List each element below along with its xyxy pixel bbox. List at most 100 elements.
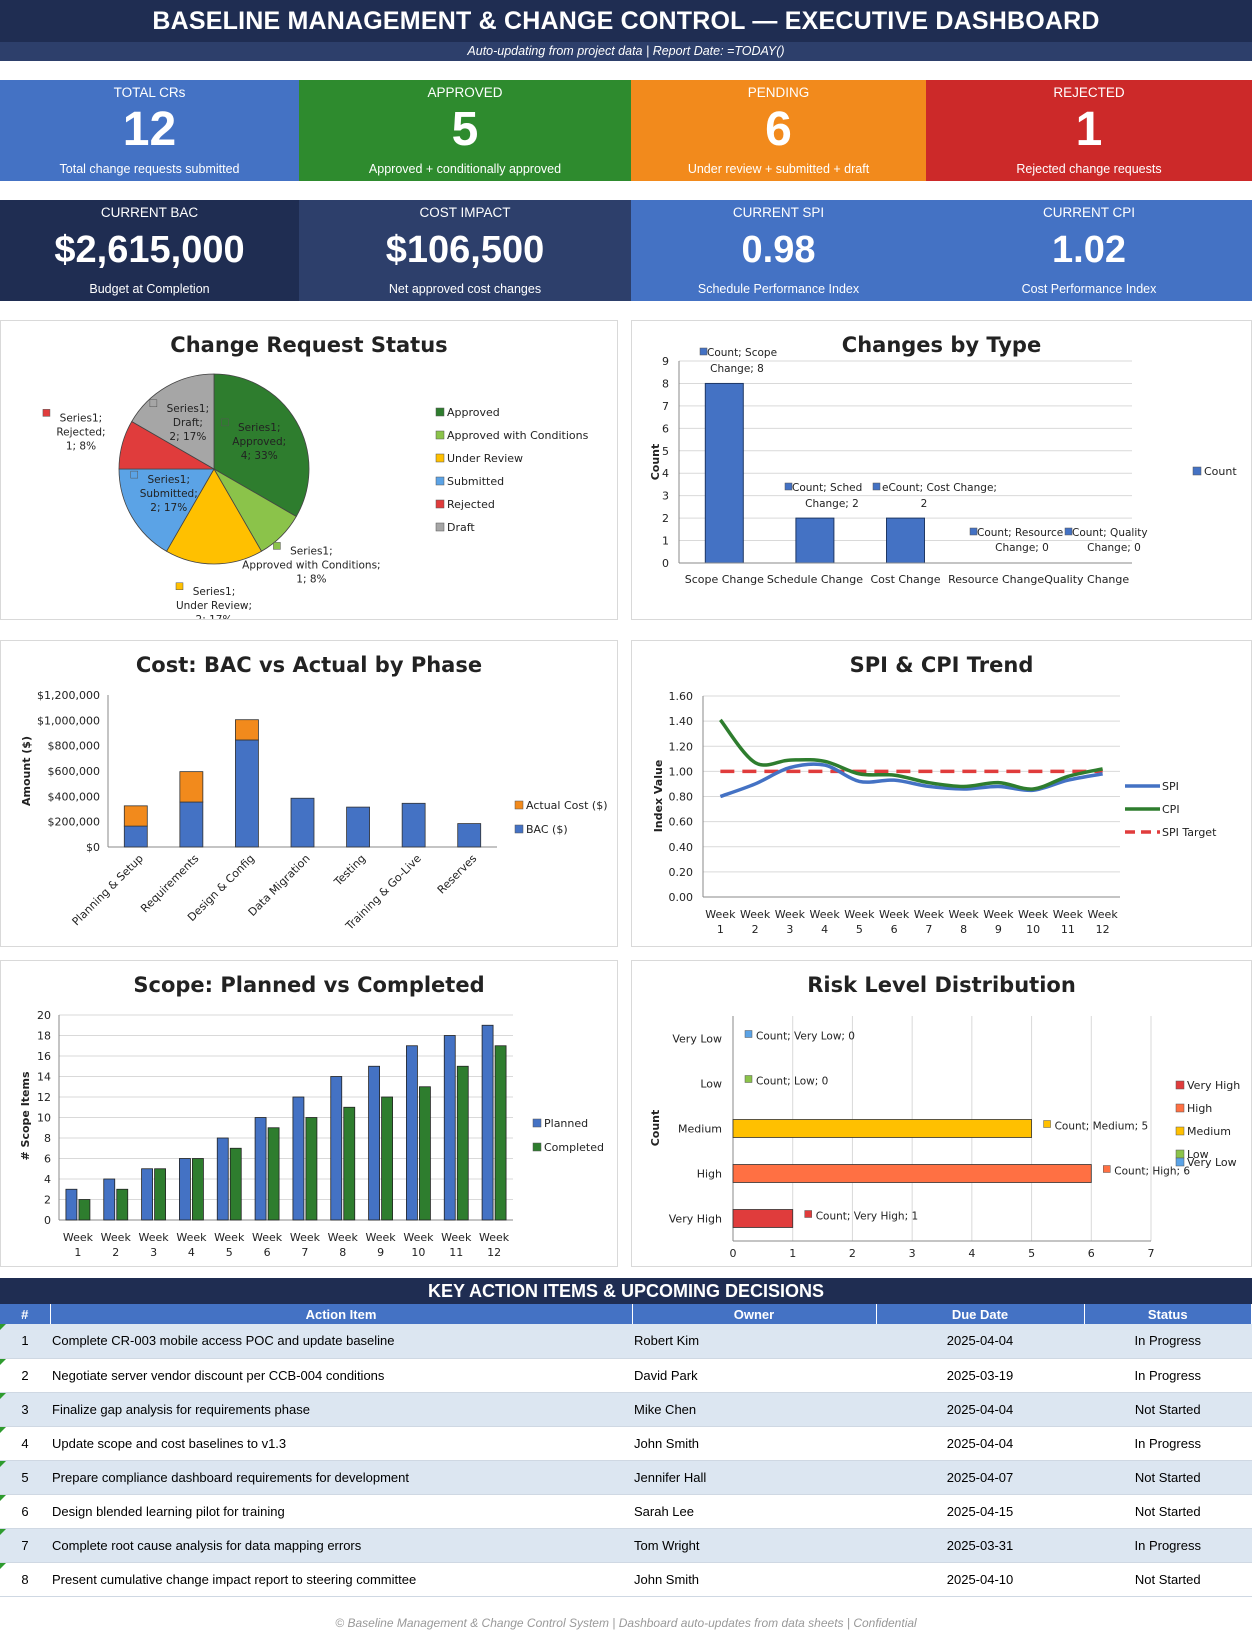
- row-number[interactable]: 7: [0, 1528, 50, 1563]
- table-row[interactable]: 2 Negotiate server vendor discount per CC…: [0, 1358, 1252, 1393]
- action-item-text[interactable]: Negotiate server vendor discount per CCB…: [50, 1358, 632, 1393]
- row-number-text: 3: [21, 1401, 29, 1417]
- row-number[interactable]: 4: [0, 1426, 50, 1461]
- y-axis-label: Amount ($): [20, 736, 33, 806]
- y-tick-label: Very Low: [672, 1033, 722, 1046]
- action-item-text[interactable]: Prepare compliance dashboard requirement…: [50, 1460, 632, 1495]
- x-tick-label: 3: [150, 1246, 157, 1259]
- x-tick-label: Cost Change: [870, 573, 940, 586]
- table-row[interactable]: 7 Complete root cause analysis for data m…: [0, 1528, 1252, 1563]
- status-text[interactable]: Not Started: [1084, 1494, 1252, 1529]
- status-text[interactable]: In Progress: [1084, 1426, 1252, 1461]
- bar-completed: [229, 1147, 242, 1221]
- bar-chart-type: 0 1 2 3 4 5 6 7 8 9 Count Scope Change Schedule Chan…: [649, 347, 1237, 586]
- status-text[interactable]: In Progress: [1084, 1528, 1252, 1563]
- x-tick-label: 5: [1028, 1247, 1035, 1260]
- x-tick-label: 9: [377, 1246, 384, 1259]
- due-date[interactable]: 2025-04-04: [876, 1324, 1084, 1359]
- column-header[interactable]: Status: [1084, 1304, 1252, 1324]
- x-tick-label: Week: [479, 1231, 510, 1244]
- bar-completed: [494, 1045, 507, 1221]
- action-item-text[interactable]: Present cumulative change impact report …: [50, 1562, 632, 1597]
- due-date[interactable]: 2025-04-07: [876, 1460, 1084, 1495]
- column-header[interactable]: Due Date: [876, 1304, 1085, 1324]
- table-row[interactable]: 8 Present cumulative change impact report…: [0, 1562, 1252, 1597]
- kpi-subtitle: Budget at Completion: [89, 282, 210, 296]
- owner-name[interactable]: David Park: [632, 1358, 876, 1393]
- row-number[interactable]: 2: [0, 1358, 50, 1393]
- row-number-text: 6: [21, 1503, 29, 1519]
- due-date[interactable]: 2025-04-04: [876, 1426, 1084, 1461]
- kpi-title: PENDING: [747, 85, 810, 100]
- column-header[interactable]: #: [0, 1304, 51, 1324]
- legend-item-swatch: [532, 1142, 542, 1152]
- column-header[interactable]: Owner: [632, 1304, 877, 1324]
- chart-panel-risk: Risk Level Distribution 0 1 2 3 4 5 6 7 Count Ver…: [631, 960, 1252, 1267]
- bar-planned: [443, 1035, 456, 1221]
- line-cpi: [718, 718, 1103, 791]
- owner-name[interactable]: John Smith: [632, 1562, 876, 1597]
- legend-item-label: Completed: [544, 1141, 604, 1154]
- table-row[interactable]: 1 Complete CR-003 mobile access POC and u…: [0, 1324, 1252, 1359]
- x-tick-label: 4: [821, 923, 828, 936]
- data-label-swatch: [42, 409, 51, 417]
- column-header[interactable]: Action Item: [50, 1304, 633, 1324]
- owner-name[interactable]: Tom Wright: [632, 1528, 876, 1563]
- status-text[interactable]: Not Started: [1084, 1460, 1252, 1495]
- row-number[interactable]: 1: [0, 1324, 50, 1359]
- x-tick-label: Week: [139, 1231, 170, 1244]
- x-tick-label: Week: [949, 908, 980, 921]
- due-date[interactable]: 2025-04-04: [876, 1392, 1084, 1427]
- kpi-current-spi: CURRENT SPI 0.98 Schedule Performance In…: [631, 200, 926, 301]
- owner-name[interactable]: Mike Chen: [632, 1392, 876, 1427]
- kpi-title: COST IMPACT: [419, 205, 511, 220]
- action-item-text[interactable]: Finalize gap analysis for requirements p…: [50, 1392, 632, 1427]
- action-item-text[interactable]: Design blended learning pilot for traini…: [50, 1494, 632, 1529]
- owner-name[interactable]: John Smith: [632, 1426, 876, 1461]
- legend-item-label: Very High: [1187, 1079, 1240, 1092]
- action-item-text[interactable]: Update scope and cost baselines to v1.3: [50, 1426, 632, 1461]
- kpi-subtitle: Net approved cost changes: [388, 282, 542, 296]
- status-text[interactable]: Not Started: [1084, 1562, 1252, 1597]
- due-date[interactable]: 2025-03-19: [876, 1358, 1084, 1393]
- owner-name[interactable]: Robert Kim: [632, 1324, 876, 1359]
- due-date[interactable]: 2025-04-10: [876, 1562, 1084, 1597]
- row-number[interactable]: 3: [0, 1392, 50, 1427]
- due-date[interactable]: 2025-04-15: [876, 1494, 1084, 1529]
- bar-data-label: eCount; Cost Change;: [882, 482, 997, 494]
- y-tick-label: $1,200,000: [37, 689, 100, 702]
- x-tick-label: Week: [705, 908, 736, 921]
- row-number[interactable]: 8: [0, 1562, 50, 1597]
- action-item-text[interactable]: Complete root cause analysis for data ma…: [50, 1528, 632, 1563]
- status-text[interactable]: In Progress: [1084, 1324, 1252, 1359]
- row-number[interactable]: 6: [0, 1494, 50, 1529]
- x-tick-label: 6: [1088, 1247, 1095, 1260]
- legend-item-label: High: [1187, 1102, 1212, 1115]
- status-text[interactable]: Not Started: [1084, 1392, 1252, 1427]
- legend-item-label: Planned: [544, 1117, 588, 1130]
- row-number[interactable]: 5: [0, 1460, 50, 1495]
- due-date[interactable]: 2025-03-31: [876, 1528, 1084, 1563]
- bar-data-label: Change; 0: [995, 542, 1049, 554]
- status-text[interactable]: In Progress: [1084, 1358, 1252, 1393]
- kpi-subtitle: Cost Performance Index: [1021, 282, 1157, 296]
- table-row[interactable]: 6 Design blended learning pilot for train…: [0, 1494, 1252, 1529]
- bar-planned: [254, 1117, 267, 1221]
- owner-name[interactable]: Jennifer Hall: [632, 1460, 876, 1495]
- footer-text: © Baseline Management & Change Control S…: [335, 1616, 917, 1630]
- legend-item-swatch: [435, 476, 445, 486]
- chart-panel-trend: SPI & CPI Trend 0.00 0.20 0.40 0.60 0.80 1.00…: [631, 640, 1252, 947]
- table-row[interactable]: 3 Finalize gap analysis for requirements …: [0, 1392, 1252, 1427]
- kpi-title: TOTAL CRs: [113, 85, 186, 100]
- y-tick-label: 2: [662, 512, 669, 525]
- row-number-text: 8: [21, 1571, 29, 1587]
- pie-slice: [118, 468, 215, 552]
- y-axis-label: Count: [649, 1110, 662, 1147]
- pie-data-label: Series1;: [238, 422, 281, 434]
- action-item-text[interactable]: Complete CR-003 mobile access POC and up…: [50, 1324, 632, 1359]
- table-row[interactable]: 4 Update scope and cost baselines to v1.3…: [0, 1426, 1252, 1461]
- table-row[interactable]: 5 Prepare compliance dashboard requiremen…: [0, 1460, 1252, 1495]
- bar-chart-scope: 0 2 4 6 8 10 12 14 16 18 20 # Scope Items Week 1 Week 2…: [19, 1009, 604, 1259]
- owner-name[interactable]: Sarah Lee: [632, 1494, 876, 1529]
- y-tick-label: 12: [37, 1091, 51, 1104]
